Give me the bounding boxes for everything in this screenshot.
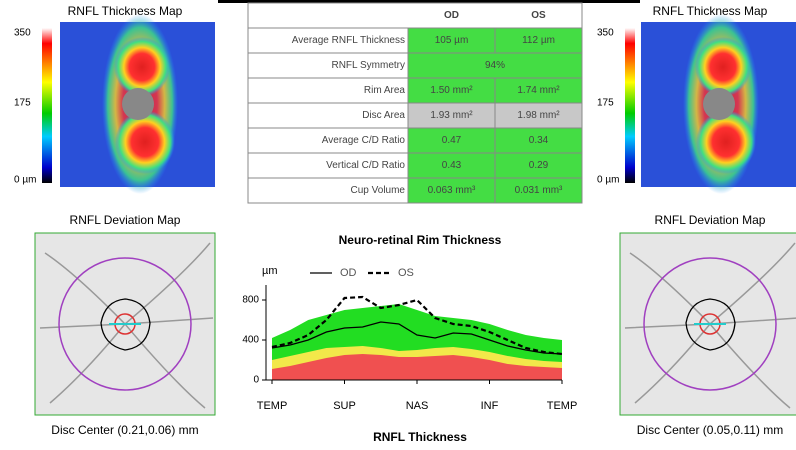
y-tick-label: 400 <box>242 335 259 346</box>
row-label: RNFL Symmetry <box>331 60 405 71</box>
cell-value: 94% <box>485 60 505 71</box>
chart-title: Neuro-retinal Rim Thickness <box>339 233 502 247</box>
y-tick-label: 800 <box>242 295 259 306</box>
cell-value: 0.34 <box>529 135 549 146</box>
cell-value: 1.50 mm² <box>430 85 473 96</box>
x-tick-label: SUP <box>333 400 356 412</box>
cell-value: 0.43 <box>442 160 462 171</box>
color-scale <box>42 28 52 183</box>
section-title: RNFL Thickness <box>373 430 467 444</box>
cell-value: 0.29 <box>529 160 549 171</box>
y-tick-label: 0 <box>253 375 259 386</box>
map-title: RNFL Thickness Map <box>653 4 768 18</box>
map-title: RNFL Thickness Map <box>68 4 183 18</box>
row-label: Rim Area <box>364 85 406 96</box>
report: RNFL Thickness Map 350 175 0 µm RNFL Dev… <box>0 0 796 445</box>
cell-value: 1.93 mm² <box>430 110 473 121</box>
color-scale <box>625 28 635 183</box>
disc-center: Disc Center (0.21,0.06) mm <box>51 423 198 437</box>
x-tick-label: TEMP <box>547 400 578 412</box>
cell-value: 1.98 mm² <box>517 110 560 121</box>
x-tick-label: INF <box>481 400 499 412</box>
summary-table: OD OS Average RNFL Thickness 105 µm 112 µm RN… <box>248 3 582 203</box>
thickness-map <box>641 14 796 194</box>
deviation-map <box>35 233 215 415</box>
y-axis-label: µm <box>262 265 278 277</box>
cell-value: 0.063 mm³ <box>428 185 476 196</box>
deviation-map <box>620 233 796 415</box>
row-label: Cup Volume <box>351 185 406 196</box>
cell-value: 0.031 mm³ <box>515 185 563 196</box>
scale-label: 350 <box>14 28 31 39</box>
map-title: RNFL Deviation Map <box>655 213 766 227</box>
cell-value: 112 µm <box>522 35 555 46</box>
scale-label: 0 µm <box>597 175 619 186</box>
row-label: Average C/D Ratio <box>322 135 406 146</box>
disc-center: Disc Center (0.05,0.11) mm <box>637 423 784 437</box>
scale-label: 0 µm <box>14 175 36 186</box>
thickness-map <box>60 14 215 194</box>
cell-value: 1.74 mm² <box>517 85 560 96</box>
legend-label: OD <box>340 267 357 279</box>
cell-value: 0.47 <box>442 135 462 146</box>
row-label: Average RNFL Thickness <box>292 35 405 46</box>
row-label: Disc Area <box>362 110 405 121</box>
cell-value: 105 µm <box>435 35 469 46</box>
map-title: RNFL Deviation Map <box>70 213 181 227</box>
row-label: Vertical C/D Ratio <box>326 160 405 171</box>
scale-label: 350 <box>597 28 614 39</box>
scale-label: 175 <box>597 98 614 109</box>
legend-label: OS <box>398 267 414 279</box>
x-tick-label: NAS <box>406 400 429 412</box>
x-tick-label: TEMP <box>257 400 288 412</box>
rim-chart: Neuro-retinal Rim Thickness µm OD OS 0 400 8… <box>242 233 577 412</box>
column-header: OS <box>531 10 546 21</box>
scale-label: 175 <box>14 98 31 109</box>
column-header: OD <box>444 10 459 21</box>
